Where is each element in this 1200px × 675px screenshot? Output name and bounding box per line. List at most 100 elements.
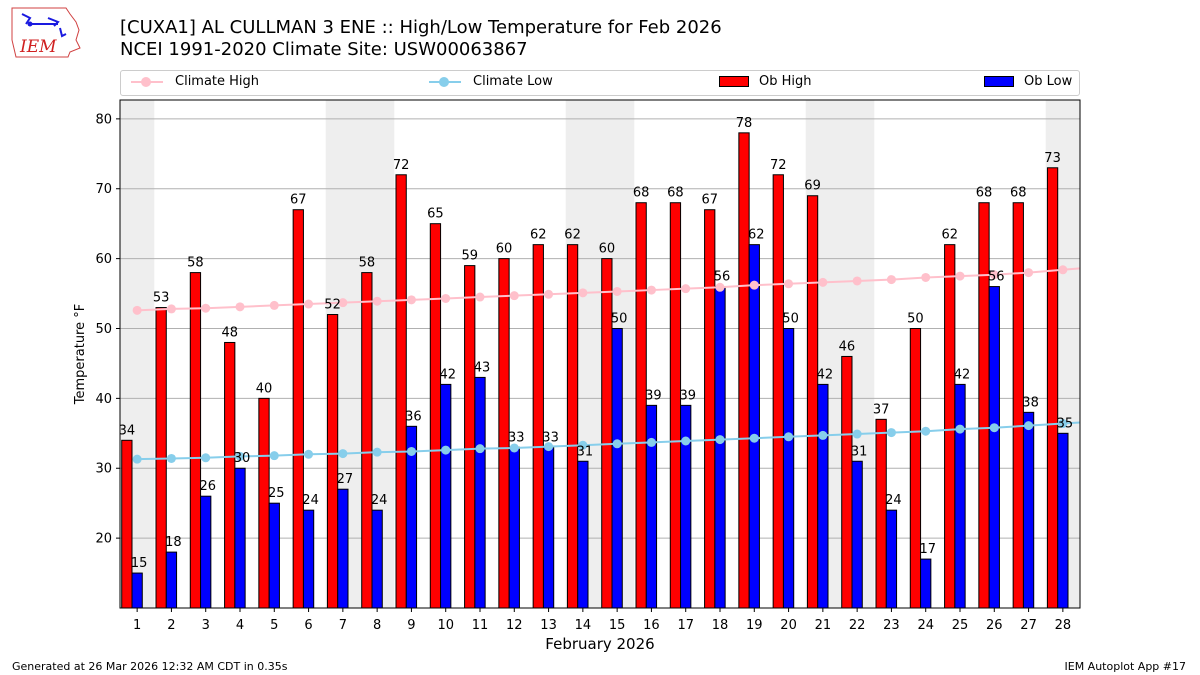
climate-high-point: [132, 305, 142, 315]
iem-logo-text: IEM: [19, 37, 57, 57]
ob-high-label: 34: [119, 423, 136, 438]
chart-title: [CUXA1] AL CULLMAN 3 ENE :: High/Low Tem…: [120, 17, 722, 38]
ob-high-label: 37: [873, 402, 890, 417]
ob-low-label: 42: [954, 367, 971, 382]
iem-logo: IEM: [11, 7, 81, 58]
ob-low-bar: [851, 460, 863, 609]
x-tick-label: 20: [780, 618, 797, 633]
ob-low-bar: [200, 495, 212, 609]
ob-high-label: 62: [530, 228, 547, 243]
climate-lines: [132, 265, 1081, 464]
climate-high-point: [372, 296, 382, 306]
ob-high-bar: [1046, 167, 1059, 609]
ob-low-label: 30: [234, 451, 251, 466]
ob-low-label: 39: [645, 388, 662, 403]
x-tick-label: 9: [407, 618, 415, 633]
plot-frame: [119, 99, 1081, 609]
x-tick-label: 21: [815, 618, 832, 633]
climate-high-point: [441, 293, 451, 303]
ob-low-bar: [1057, 432, 1069, 609]
ob-high-label: 59: [461, 249, 478, 264]
ob-low-label: 62: [748, 228, 765, 243]
climate-low-point: [304, 449, 314, 459]
ob-low-label: 42: [439, 367, 456, 382]
ob-high-label: 78: [736, 116, 753, 131]
x-axis-ticks: 1 2 3 4 5 6 7 8 9 10 11 12 13 14 15 16 17 18 19 20 21 22 23 24 2…: [133, 608, 1071, 633]
ob-low-bar: [440, 383, 452, 609]
ob-low-label: 24: [885, 493, 902, 508]
ob-low-label: 24: [371, 493, 388, 508]
y-tick-label: 60: [95, 252, 112, 267]
ob-low-label: 15: [131, 556, 148, 571]
legend-item-climate-low: Climate Low: [427, 74, 553, 89]
ob-low-bar: [131, 572, 143, 609]
app-credit: IEM Autoplot App #17: [1064, 660, 1187, 673]
ob-high-label: 68: [1010, 186, 1027, 201]
ob-high-label: 72: [393, 158, 410, 173]
climate-low-point: [852, 429, 862, 439]
ob-low-label: 24: [302, 493, 319, 508]
ob-high-label: 62: [564, 228, 581, 243]
ob-low-bar: [714, 286, 726, 609]
ob-low-label: 42: [817, 367, 834, 382]
chart-subtitle: NCEI 1991-2020 Climate Site: USW00063867: [120, 39, 528, 60]
ob-high-label: 67: [701, 193, 718, 208]
ob-high-label: 40: [256, 381, 273, 396]
ob-low-label: 33: [542, 430, 559, 445]
ob-high-bar: [669, 202, 682, 609]
ob-high-bar: [464, 265, 476, 609]
ob-high-swatch-icon: [719, 76, 749, 87]
climate-high-point: [955, 271, 965, 281]
ob-low-bar: [920, 558, 932, 609]
legend-label: Ob Low: [1024, 74, 1073, 89]
ob-low-label: 27: [337, 472, 354, 487]
ob-high-label: 52: [324, 298, 341, 313]
climate-low-point: [235, 451, 245, 461]
climate-low-point: [338, 449, 348, 459]
ob-low-label: 56: [714, 270, 731, 285]
climate-high-point: [852, 276, 862, 286]
ob-high-bar: [738, 132, 750, 609]
y-tick-label: 40: [95, 392, 112, 407]
climate-high-point: [612, 286, 622, 296]
ob-high-label: 60: [496, 242, 513, 257]
climate-high-point: [201, 303, 211, 313]
climate-low-point: [509, 443, 519, 453]
y-tick-label: 20: [95, 532, 112, 547]
legend-label: Climate Low: [473, 74, 553, 89]
ob-high-label: 46: [839, 339, 856, 354]
x-tick-label: 10: [437, 618, 454, 633]
ob-high-label: 68: [667, 186, 684, 201]
ob-low-bar: [165, 551, 178, 609]
climate-low-point: [372, 447, 382, 457]
x-tick-label: 25: [952, 618, 969, 633]
x-tick-label: 13: [540, 618, 557, 633]
x-tick-label: 12: [506, 618, 523, 633]
ob-high-label: 58: [187, 256, 204, 271]
ob-low-bar: [988, 286, 1000, 609]
climate-high-line-icon: [129, 75, 165, 89]
climate-low-point: [784, 432, 794, 442]
legend-label: Climate High: [175, 74, 260, 89]
climate-high-point: [304, 299, 314, 309]
ob-low-bar: [680, 404, 692, 609]
ob-high-bar: [258, 397, 270, 609]
x-tick-label: 11: [472, 618, 489, 633]
ob-high-bar: [772, 174, 784, 609]
climate-high-point: [646, 285, 656, 295]
x-tick-label: 16: [643, 618, 660, 633]
x-tick-label: 17: [677, 618, 694, 633]
legend-item-ob-high: Ob High: [719, 74, 812, 89]
ob-high-label: 73: [1044, 151, 1061, 166]
climate-high-point: [749, 280, 759, 290]
climate-high-point: [1058, 265, 1068, 275]
climate-low-point: [1058, 419, 1068, 429]
ob-low-bar: [611, 327, 623, 609]
ob-high-label: 58: [359, 256, 376, 271]
climate-low-point: [1024, 421, 1034, 431]
legend-item-ob-low: Ob Low: [984, 74, 1072, 89]
ob-low-label: 39: [679, 388, 696, 403]
climate-high-point: [886, 275, 896, 285]
climate-low-point: [886, 428, 896, 438]
